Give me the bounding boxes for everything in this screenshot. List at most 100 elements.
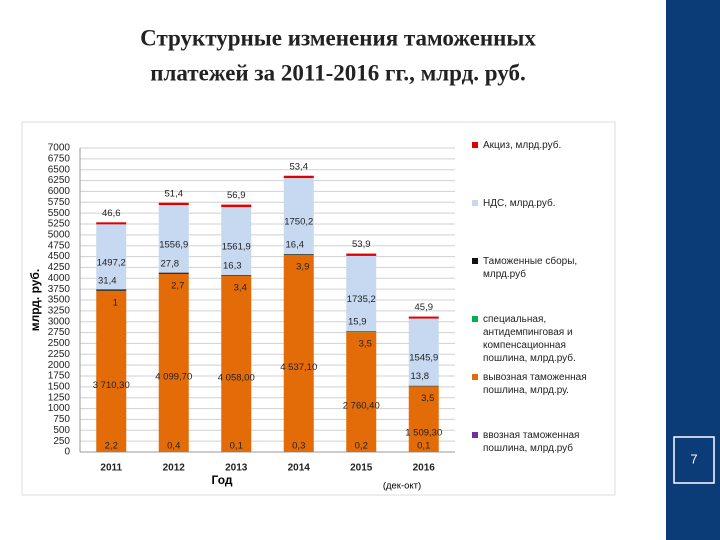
bar-segment — [96, 290, 127, 452]
bar-segment — [283, 178, 314, 255]
y-tick-label: 4500 — [48, 251, 71, 262]
bar-segment — [408, 385, 439, 387]
value-label: 1 — [113, 297, 118, 308]
value-label: 0,1 — [417, 441, 430, 452]
legend-swatch — [472, 316, 478, 322]
bar-segment — [158, 202, 189, 205]
legend-label: Таможенные сборы, млрд.руб — [483, 255, 577, 280]
legend-swatch — [472, 374, 478, 380]
legend-swatch — [472, 258, 478, 264]
y-tick-label: 5500 — [48, 208, 71, 219]
bar-segment — [408, 386, 439, 452]
y-tick-label: 6500 — [48, 164, 71, 175]
value-label: 4 099,70 — [155, 371, 192, 382]
value-label: 1556,9 — [159, 239, 188, 250]
bar-segment — [346, 255, 377, 332]
bar-segment — [96, 224, 127, 290]
y-tick-label: 750 — [53, 414, 70, 425]
bar-segment — [221, 275, 252, 452]
bar-segment — [283, 254, 314, 452]
title-line: платежей за 2011-2016 гг., млрд. руб. — [150, 60, 525, 85]
value-label: 3 710,30 — [93, 380, 130, 391]
y-tick-label: 3500 — [48, 295, 71, 306]
page-number-box — [673, 436, 715, 484]
y-tick-label: 1000 — [48, 403, 71, 414]
value-label: 1545,9 — [409, 353, 438, 364]
value-label: 53,4 — [290, 161, 309, 172]
bar-segment — [408, 316, 439, 319]
legend-label: специальная, антидемпинговая и компенсацио… — [483, 314, 576, 364]
value-label: 0,1 — [230, 441, 243, 452]
bar-segment — [96, 222, 127, 225]
value-label: 4 058,00 — [218, 372, 255, 383]
bar-segment — [96, 289, 127, 291]
value-label: 45,9 — [415, 302, 434, 313]
value-label: 4 537,10 — [280, 362, 317, 373]
y-tick-label: 2750 — [48, 327, 71, 338]
value-label: 3,4 — [234, 282, 247, 293]
y-tick-label: 250 — [53, 436, 70, 447]
value-label: 2,2 — [105, 441, 118, 452]
value-label: 1735,2 — [347, 294, 376, 305]
value-label: 46,6 — [102, 208, 121, 219]
bar-segment — [346, 332, 377, 452]
y-tick-label: 5000 — [48, 229, 71, 240]
value-label: 13,8 — [411, 371, 430, 382]
value-label: 16,4 — [286, 239, 305, 250]
value-label: 0,4 — [167, 441, 180, 452]
y-tick-label: 7000 — [48, 143, 71, 154]
bar-segment — [283, 254, 314, 255]
bar-segment — [346, 253, 377, 256]
y-tick-label: 3250 — [48, 305, 71, 316]
value-label: 3,5 — [421, 393, 434, 404]
value-label: 51,4 — [165, 188, 184, 199]
y-tick-label: 2000 — [48, 360, 71, 371]
bar-segment — [408, 318, 439, 386]
legend-label: вывозная таможенная пошлина, млрд.ру. — [483, 372, 587, 396]
y-tick-label: 1750 — [48, 371, 71, 382]
x-tick-label: 2012 — [163, 463, 186, 474]
bar-segment — [283, 175, 314, 179]
value-label: 31,4 — [98, 275, 117, 286]
x-tick-label: 2014 — [288, 463, 311, 474]
value-label: 1750,2 — [284, 217, 313, 228]
bar-segment — [221, 204, 252, 208]
title-line: Структурные изменения таможенных — [140, 25, 536, 50]
value-label: 2,7 — [171, 280, 184, 291]
y-tick-label: 6250 — [48, 175, 71, 186]
value-label: 15,9 — [348, 317, 367, 328]
value-label: 0,3 — [292, 441, 305, 452]
legend-swatch — [472, 432, 478, 438]
x-tick-label: 2013 — [225, 463, 248, 474]
value-label: 27,8 — [161, 258, 180, 269]
x-note: (дек-окт) — [383, 481, 421, 492]
y-tick-label: 500 — [53, 425, 70, 436]
y-tick-label: 0 — [64, 447, 70, 458]
y-tick-label: 1500 — [48, 381, 71, 392]
y-tick-label: 2500 — [48, 338, 71, 349]
y-tick-label: 2250 — [48, 349, 71, 360]
y-tick-label: 4250 — [48, 262, 71, 273]
legend-swatch — [472, 142, 478, 148]
bar-segment — [221, 274, 252, 276]
value-label: 1497,2 — [97, 257, 126, 268]
value-label: 16,3 — [223, 260, 242, 271]
value-label: 53,9 — [352, 239, 371, 250]
value-label: 2 760,40 — [343, 401, 380, 412]
x-tick-label: 2016 — [413, 463, 436, 474]
x-tick-label: 2011 — [100, 463, 122, 474]
y-tick-label: 6750 — [48, 153, 71, 164]
y-tick-label: 4000 — [48, 273, 71, 284]
value-label: 1561,9 — [222, 242, 251, 253]
value-label: 56,9 — [227, 190, 246, 201]
legend-label: НДС, млрд.руб. — [483, 197, 556, 209]
y-tick-label: 5250 — [48, 219, 71, 230]
y-axis-label: млрд. руб. — [28, 269, 42, 331]
bar-segment — [158, 205, 189, 273]
value-label: 3,9 — [296, 261, 309, 272]
legend-label: ввозная таможенная пошлина, млрд.руб — [483, 430, 579, 454]
bar-segment — [346, 331, 377, 332]
y-tick-label: 3750 — [48, 284, 71, 295]
y-tick-label: 3000 — [48, 316, 71, 327]
page-number: 7 — [690, 451, 697, 466]
